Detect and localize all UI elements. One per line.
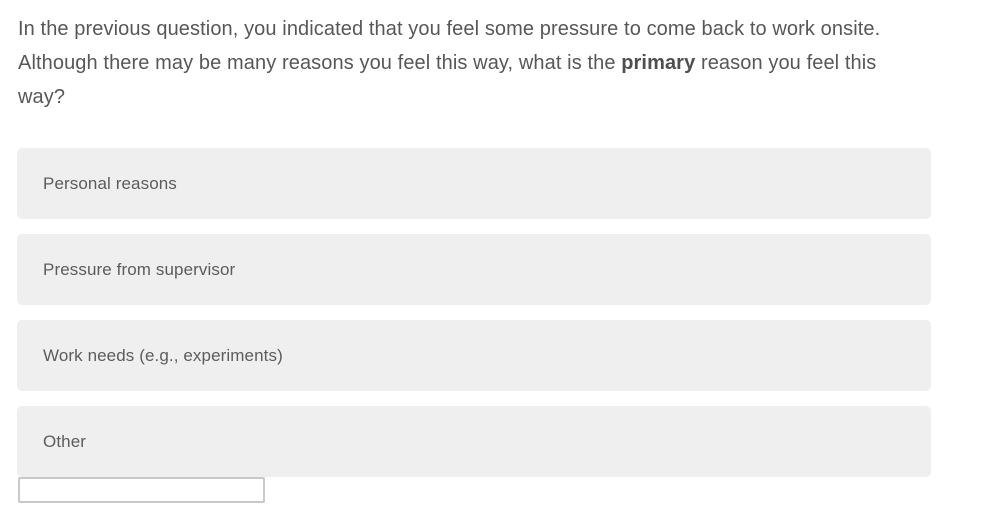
choice-work-needs[interactable]: Work needs (e.g., experiments) — [17, 320, 931, 391]
choice-personal-reasons[interactable]: Personal reasons — [17, 148, 931, 219]
question-text: In the previous question, you indicated … — [18, 12, 926, 114]
choice-label: Other — [43, 431, 87, 451]
question-text-bold-word: primary — [621, 52, 696, 74]
choice-pressure-from-supervisor[interactable]: Pressure from supervisor — [17, 234, 931, 305]
choice-label: Work needs (e.g., experiments) — [43, 345, 283, 365]
choice-label: Pressure from supervisor — [43, 259, 236, 279]
question-text-segment-before: In the previous question, you indicated … — [18, 18, 881, 74]
question-text-segment-after: reason you feel this way? — [18, 52, 877, 108]
choice-other[interactable]: Other — [17, 406, 931, 477]
choice-label: Personal reasons — [43, 173, 177, 193]
other-text-input[interactable] — [18, 477, 265, 503]
choice-list: Personal reasons Pressure from superviso… — [17, 148, 931, 492]
